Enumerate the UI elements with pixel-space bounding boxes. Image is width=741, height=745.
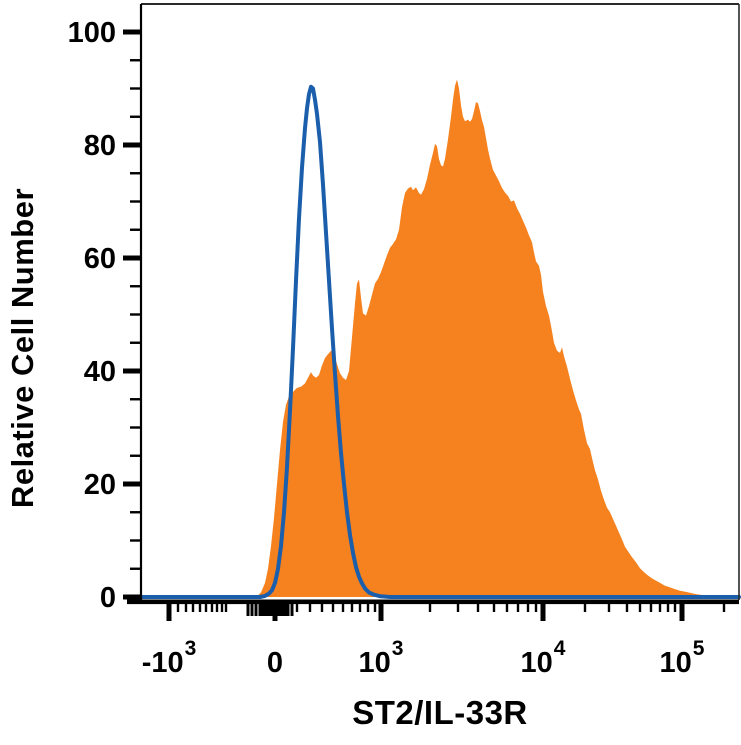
blue-outline-histogram: [139, 84, 741, 599]
x-tick-label: 103: [359, 637, 404, 679]
y-tick-label: 100: [68, 17, 116, 49]
x-tick-label: -103: [142, 637, 197, 679]
x-tick-label: 104: [521, 637, 566, 679]
y-tick-label: 40: [84, 356, 116, 388]
y-tick-label: 80: [84, 130, 116, 162]
x-axis-title: ST2/IL-33R: [352, 694, 528, 731]
x-axis-line: [127, 599, 739, 605]
x-tick-label: 0: [267, 647, 283, 679]
orange-filled-histogram: [256, 79, 726, 597]
x-tick-label: 105: [660, 637, 705, 679]
y-tick-label: 0: [100, 582, 116, 614]
y-tick-label: 60: [84, 243, 116, 275]
y-tick-label: 20: [84, 469, 116, 501]
